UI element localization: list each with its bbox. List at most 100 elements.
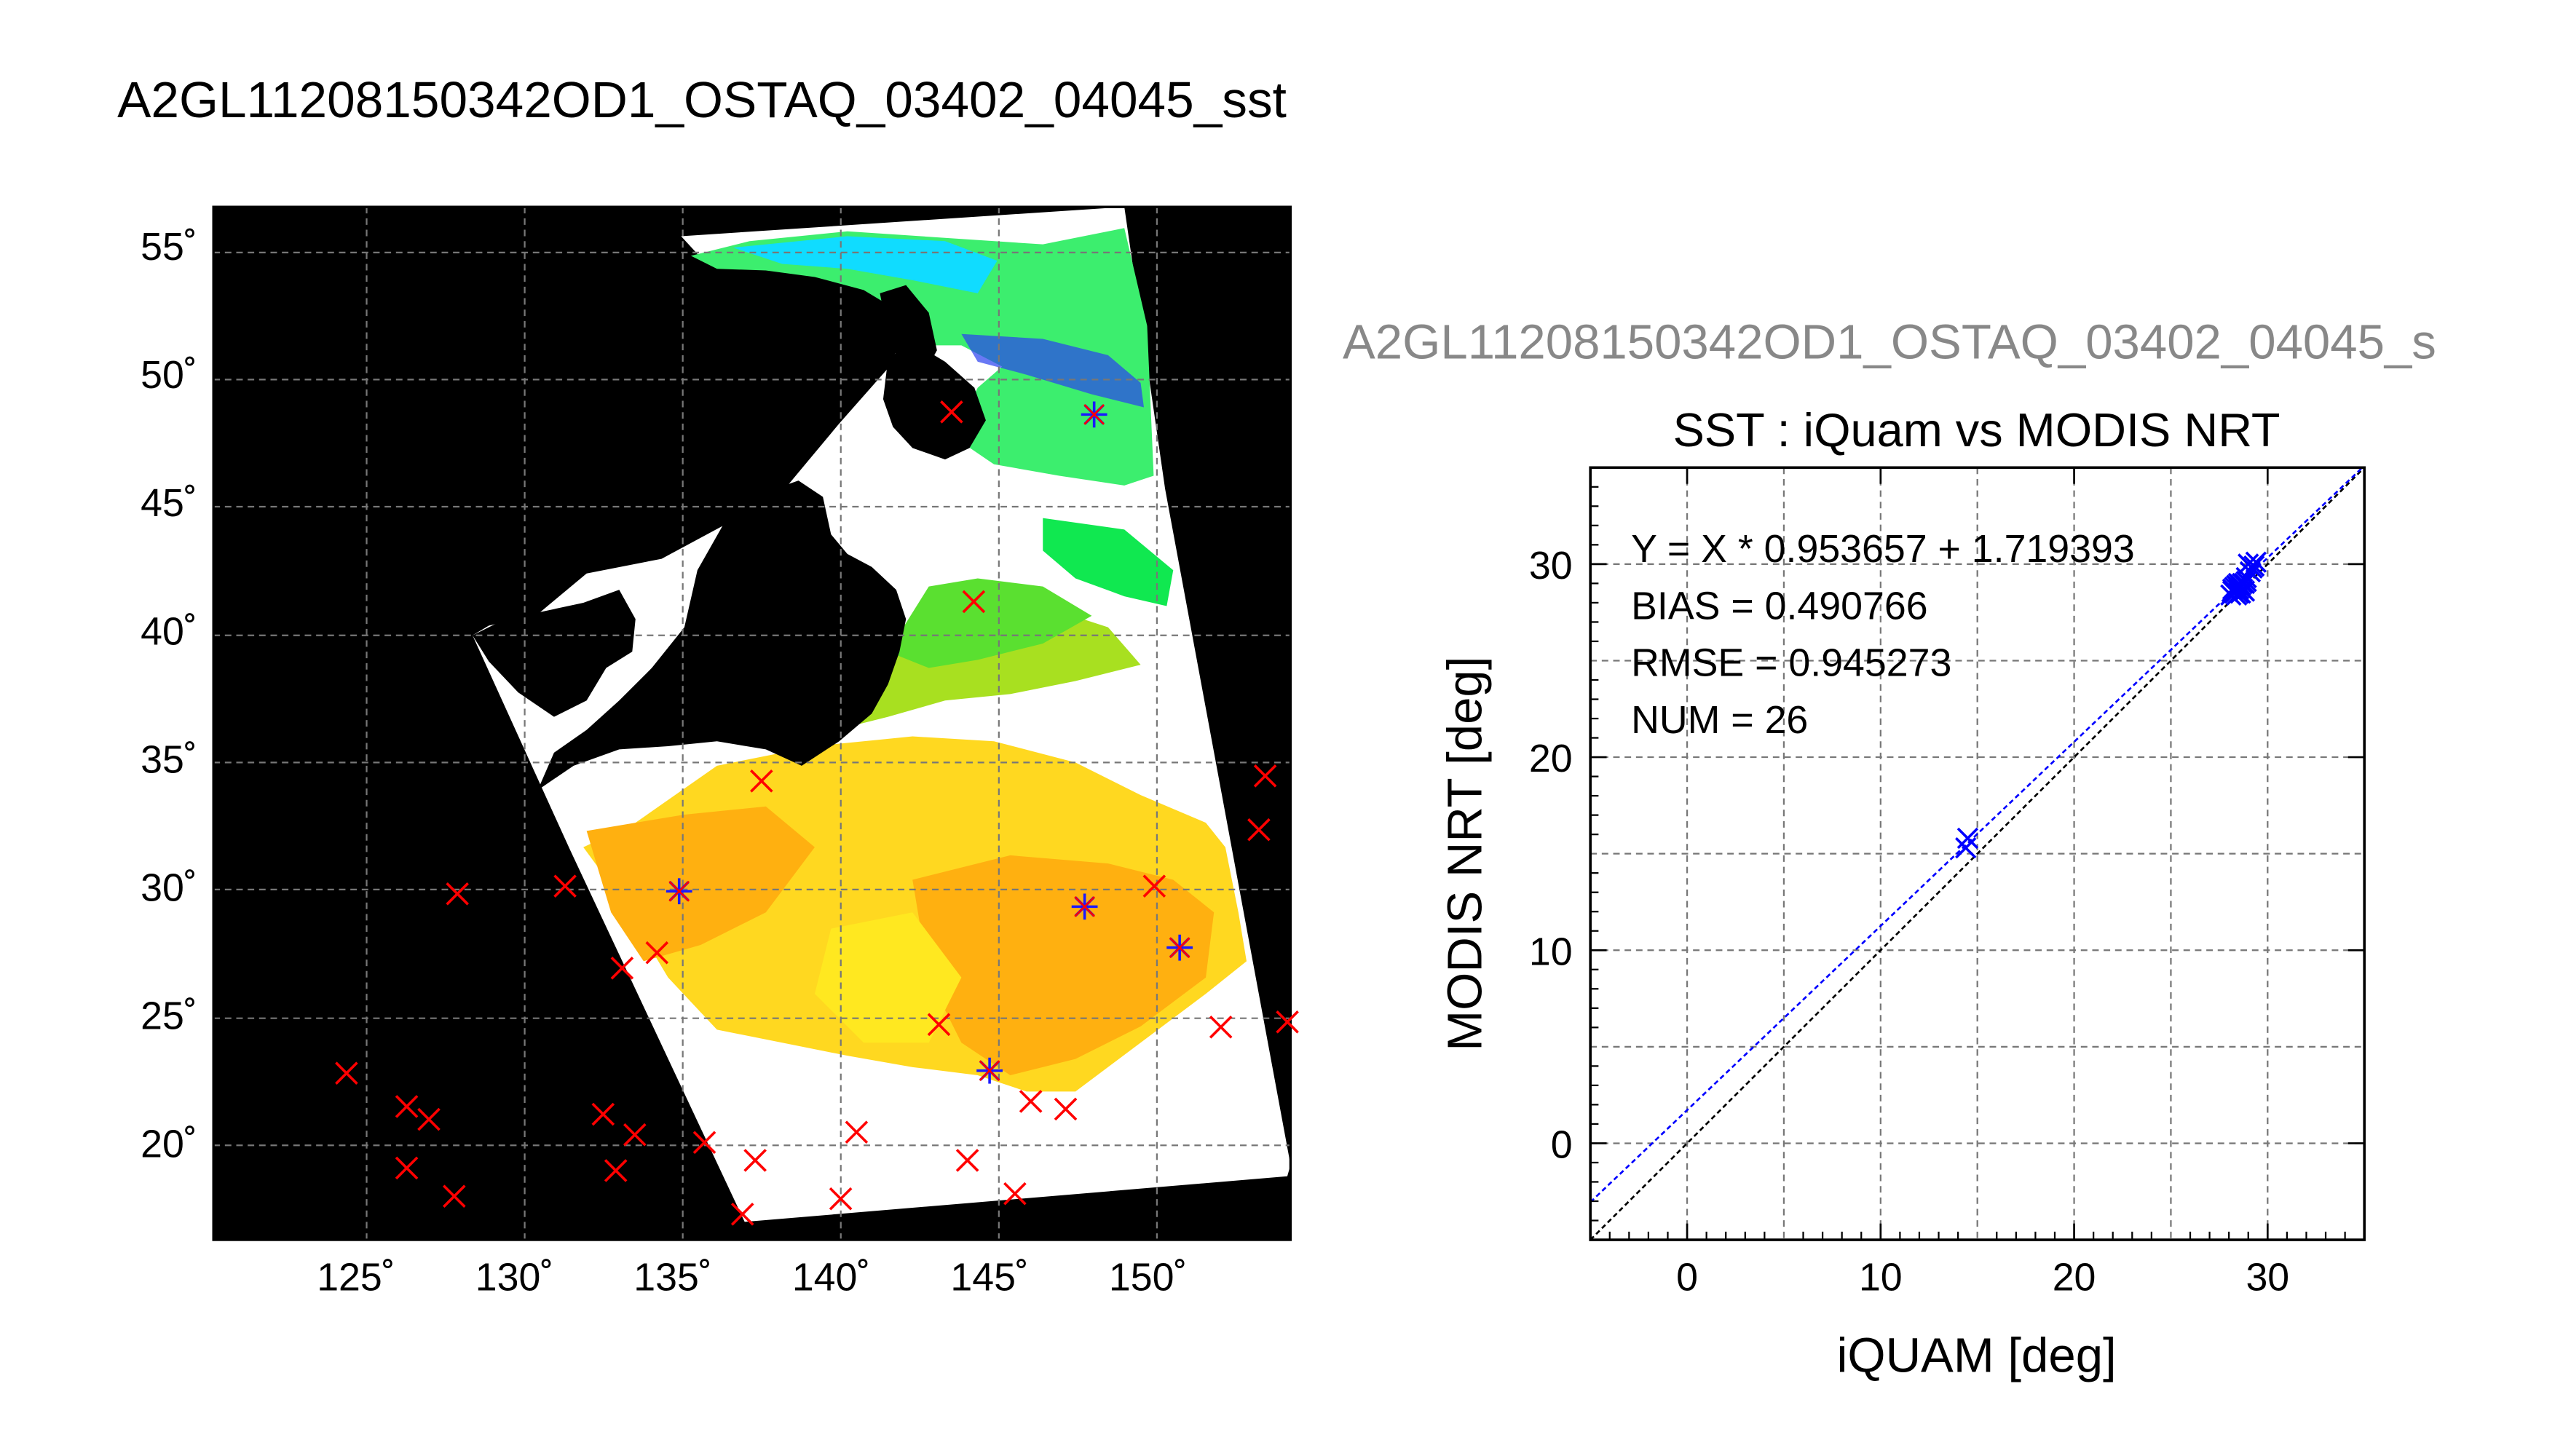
matchup-marker: [692, 1131, 716, 1155]
map-x-tick-label: 130˚: [475, 1255, 553, 1299]
scatter-y-tick-label: 10: [1529, 930, 1573, 973]
matchup-marker: [645, 941, 669, 965]
map-y-tick-label: 45˚: [141, 481, 197, 525]
matchup-marker: [591, 1102, 615, 1126]
map-x-tick-label: 135˚: [633, 1255, 711, 1299]
land-sakhalin: [880, 285, 937, 372]
matchup-marker: [1019, 1090, 1043, 1113]
map-markers: [335, 400, 1299, 1226]
valid-matchup-cross: [1169, 937, 1190, 959]
matchup-marker: [395, 1156, 419, 1180]
scatter-point: [2243, 555, 2265, 577]
sst-field-south-orange-2: [912, 855, 1215, 1076]
matchup-marker: [829, 1187, 853, 1211]
matchup-marker: [1209, 1016, 1233, 1039]
matchup-marker: [335, 1061, 358, 1085]
valid-matchup-cross: [1083, 404, 1105, 425]
map-y-tick-label: 50˚: [141, 353, 197, 397]
scatter-x-tick-label: 30: [2246, 1255, 2289, 1299]
scatter-point: [2227, 572, 2250, 595]
map-y-tick-label: 40˚: [141, 609, 197, 653]
matchup-marker: [730, 1203, 754, 1226]
matchup-marker: [553, 874, 577, 898]
land-korea: [472, 590, 636, 717]
scatter-x-tick-label: 20: [2053, 1255, 2096, 1299]
matchup-marker: [845, 1120, 869, 1144]
matchup-marker: [395, 1095, 419, 1118]
scatter-frame: [1589, 466, 2366, 1241]
sst-field-kuril: [1043, 518, 1174, 606]
map-y-tick-label: 25˚: [141, 994, 197, 1037]
scatter-y-label: MODIS NRT [deg]: [1437, 657, 1492, 1051]
scatter-stat-line: BIAS = 0.490766: [1631, 584, 1927, 628]
land-hokkaido: [882, 341, 986, 460]
scatter-ticks: 0 10 20 30 0 10 20 30: [1529, 467, 2365, 1299]
matchup-marker: [1003, 1182, 1027, 1206]
figure-title: A2GL11208150342OD1_OSTAQ_03402_04045_sst: [117, 71, 1287, 129]
land-japan: [537, 480, 907, 791]
sst-field-north-blue: [961, 333, 1145, 408]
sst-map: 125˚ 130˚ 135˚ 140˚ 145˚ 150˚ 20˚ 25˚ 30˚ 35˚ 40˚ 4…: [141, 205, 1299, 1299]
matchup-marker: [750, 769, 773, 793]
matchup-marker: [1253, 764, 1277, 788]
matchup-marker: [417, 1107, 441, 1131]
matchup-marker: [610, 957, 634, 980]
matchup-marker: [743, 1149, 767, 1172]
scatter-stat-line: Y = X * 0.953657 + 1.719393: [1631, 527, 2135, 571]
map-x-tick-label: 140˚: [792, 1255, 870, 1299]
map-x-tick-label: 150˚: [1109, 1255, 1187, 1299]
scatter-x-tick-label: 10: [1859, 1255, 1903, 1299]
valid-matchup-marker: [1081, 401, 1107, 428]
matchup-marker: [962, 590, 986, 614]
identity-line: [1590, 467, 2366, 1241]
map-frame: [212, 205, 1292, 1241]
matchup-marker: [955, 1149, 979, 1172]
matchup-marker: [446, 882, 469, 906]
scatter-x-tick-label: 0: [1676, 1255, 1698, 1299]
scatter-stat-line: NUM = 26: [1631, 698, 1808, 742]
matchup-marker: [1276, 1010, 1299, 1034]
scatter-stat-line: RMSE = 0.945273: [1631, 641, 1951, 685]
scatter-heading: A2GL11208150342OD1_OSTAQ_03402_04045_s: [1343, 316, 2436, 371]
matchup-marker: [1142, 874, 1166, 898]
scatter-point: [2230, 577, 2251, 598]
valid-matchup-marker: [976, 1057, 1003, 1084]
map-y-tick-label: 30˚: [141, 866, 197, 909]
scatter-x-label: iQUAM [deg]: [1836, 1328, 2116, 1382]
matchup-marker: [940, 400, 963, 424]
scatter-point: [1955, 837, 1977, 859]
map-y-tick-label: 35˚: [141, 737, 197, 781]
sst-field-mid-green: [888, 578, 1092, 668]
valid-matchup-cross: [668, 880, 690, 902]
valid-matchup-marker: [1166, 934, 1193, 961]
scatter-points: [1955, 551, 2267, 859]
matchup-marker: [1247, 818, 1271, 842]
matchup-marker: [927, 1013, 951, 1037]
scatter-grid: [1590, 467, 2365, 1241]
scatter-y-tick-label: 30: [1529, 544, 1573, 587]
scatter-y-tick-label: 20: [1529, 737, 1573, 780]
valid-matchup-marker: [1071, 893, 1098, 920]
sst-field-north: [690, 228, 1154, 486]
valid-matchup-cross: [1074, 895, 1095, 917]
valid-matchup-cross: [979, 1060, 1000, 1082]
map-x-tick-label: 125˚: [317, 1255, 395, 1299]
map-tick-labels: 125˚ 130˚ 135˚ 140˚ 145˚ 150˚ 20˚ 25˚ 30˚ 35˚ 40˚ 4…: [141, 225, 1187, 1299]
sst-field-north-cool: [733, 236, 998, 293]
map-y-tick-label: 20˚: [141, 1122, 197, 1166]
valid-matchup-marker: [666, 878, 692, 905]
sst-field-south-yellow-2: [814, 912, 962, 1043]
map-y-tick-label: 55˚: [141, 225, 197, 269]
sst-field-south-orange: [586, 806, 815, 962]
map-grid: [213, 207, 1291, 1241]
matchup-marker: [623, 1123, 647, 1147]
matchup-marker: [1054, 1097, 1078, 1121]
matchup-marker: [443, 1184, 466, 1208]
matchup-marker: [604, 1159, 628, 1182]
map-x-tick-label: 145˚: [950, 1255, 1028, 1299]
scatter-title: SST : iQuam vs MODIS NRT: [1673, 403, 2280, 456]
scatter-y-tick-label: 0: [1551, 1123, 1573, 1167]
scatter-point: [2245, 551, 2267, 573]
